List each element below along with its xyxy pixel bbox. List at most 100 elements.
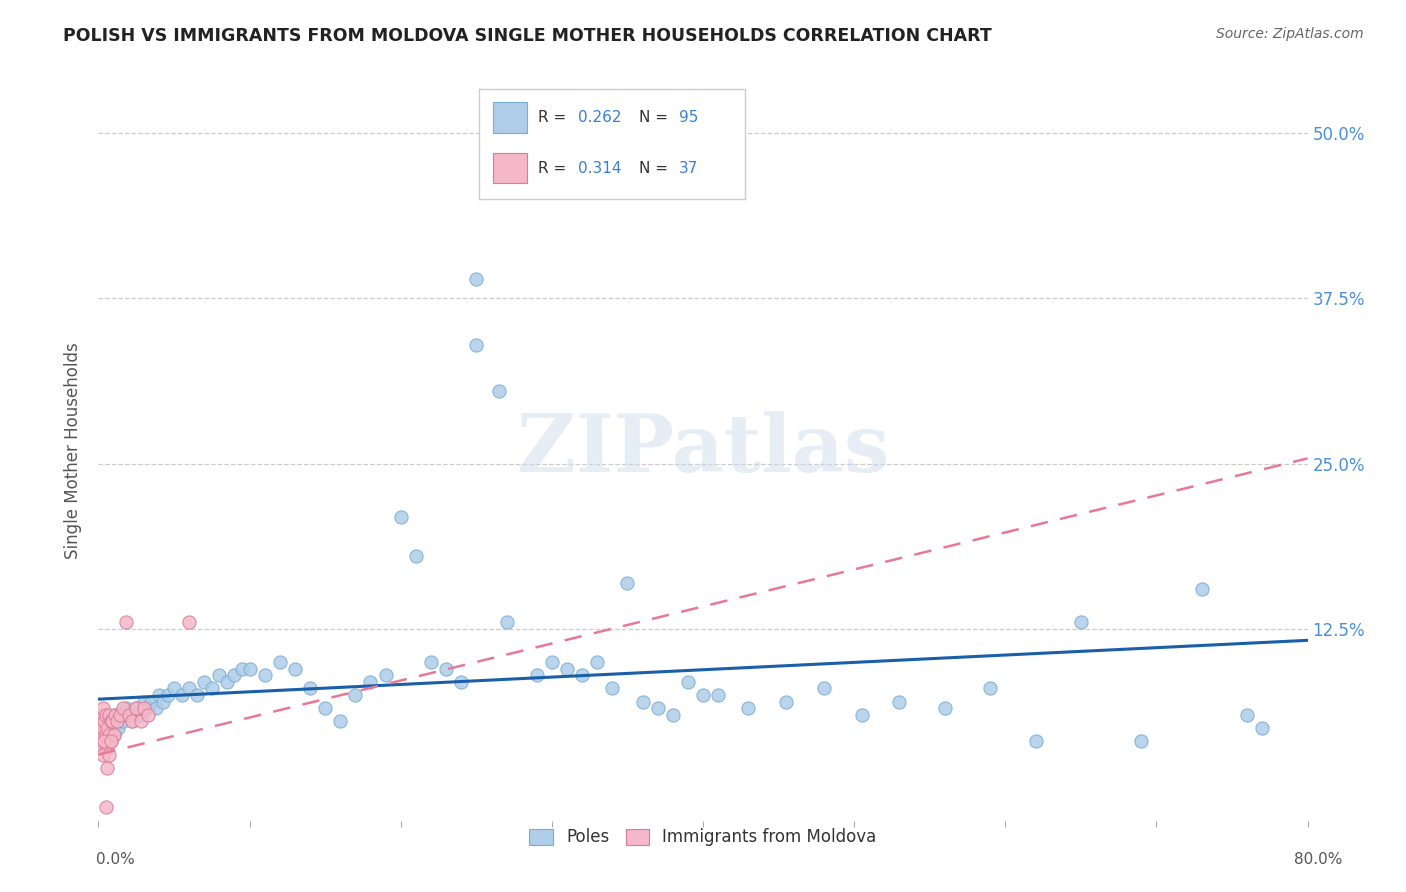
Point	[94, 800, 117, 814]
Point	[100, 728, 122, 742]
Point	[851, 707, 873, 722]
Point	[193, 674, 215, 689]
Point	[90, 707, 112, 722]
Point	[555, 662, 578, 676]
Point	[100, 721, 122, 735]
Point	[118, 707, 141, 722]
Point	[1191, 582, 1213, 597]
Point	[98, 714, 121, 729]
Legend: Poles, Immigrants from Moldova: Poles, Immigrants from Moldova	[523, 822, 883, 853]
Point	[91, 714, 114, 729]
Y-axis label: Single Mother Households: Single Mother Households	[65, 343, 83, 558]
Point	[1130, 734, 1153, 748]
Point	[100, 714, 122, 729]
Point	[208, 668, 231, 682]
Point	[676, 674, 699, 689]
Point	[231, 662, 253, 676]
Point	[114, 615, 136, 630]
Point	[98, 728, 121, 742]
Point	[94, 728, 117, 742]
Point	[148, 688, 170, 702]
Point	[141, 695, 163, 709]
Point	[101, 714, 124, 729]
Point	[179, 615, 201, 630]
Point	[136, 707, 159, 722]
Point	[94, 714, 117, 729]
Point	[136, 701, 159, 715]
Point	[692, 688, 714, 702]
Point	[103, 707, 125, 722]
Point	[93, 728, 115, 742]
Point	[201, 681, 224, 696]
Point	[103, 728, 125, 742]
Point	[94, 707, 117, 722]
Point	[90, 707, 112, 722]
Point	[107, 721, 129, 735]
Point	[100, 734, 122, 748]
Point	[118, 707, 141, 722]
Point	[125, 701, 148, 715]
Point	[156, 688, 179, 702]
Point	[163, 681, 186, 696]
Text: POLISH VS IMMIGRANTS FROM MOLDOVA SINGLE MOTHER HOUSEHOLDS CORRELATION CHART: POLISH VS IMMIGRANTS FROM MOLDOVA SINGLE…	[63, 27, 993, 45]
Point	[96, 721, 118, 735]
Point	[89, 734, 111, 748]
Point	[215, 674, 238, 689]
Point	[571, 668, 593, 682]
Point	[121, 714, 143, 729]
Point	[314, 701, 336, 715]
Point	[91, 734, 114, 748]
Point	[111, 701, 134, 715]
Point	[707, 688, 730, 702]
Point	[360, 674, 382, 689]
Point	[389, 509, 412, 524]
Point	[94, 734, 117, 748]
Point	[96, 721, 118, 735]
Point	[96, 740, 118, 755]
Point	[125, 701, 148, 715]
Point	[495, 615, 517, 630]
Point	[586, 655, 609, 669]
Point	[93, 714, 115, 729]
Point	[98, 707, 121, 722]
Point	[465, 271, 488, 285]
Point	[737, 701, 759, 715]
Point	[96, 728, 118, 742]
Point	[631, 695, 654, 709]
Point	[813, 681, 835, 696]
Point	[105, 714, 128, 729]
Point	[284, 662, 307, 676]
Point	[90, 728, 112, 742]
Point	[91, 721, 114, 735]
Point	[93, 740, 115, 755]
Text: 80.0%: 80.0%	[1295, 852, 1343, 867]
Point	[104, 707, 127, 722]
Point	[239, 662, 262, 676]
Point	[89, 714, 111, 729]
Point	[253, 668, 276, 682]
Point	[91, 747, 114, 762]
Point	[186, 688, 208, 702]
Point	[94, 721, 117, 735]
Point	[661, 707, 683, 722]
Point	[450, 674, 472, 689]
Point	[100, 734, 122, 748]
Text: ZIPatlas: ZIPatlas	[517, 411, 889, 490]
Point	[1251, 721, 1274, 735]
Point	[1070, 615, 1092, 630]
Point	[91, 721, 114, 735]
Point	[114, 701, 136, 715]
Point	[488, 384, 510, 398]
Point	[152, 695, 174, 709]
Point	[91, 701, 114, 715]
Point	[179, 681, 201, 696]
Point	[269, 655, 291, 669]
Point	[224, 668, 246, 682]
Point	[889, 695, 911, 709]
Point	[775, 695, 797, 709]
Point	[89, 734, 111, 748]
Point	[1024, 734, 1046, 748]
Point	[93, 734, 115, 748]
Point	[110, 707, 132, 722]
Point	[89, 714, 111, 729]
